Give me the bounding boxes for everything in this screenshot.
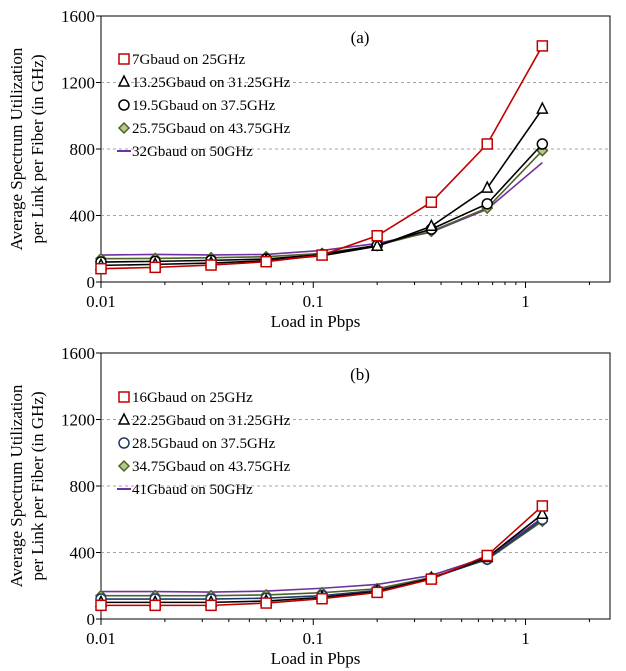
y-tick-label: 400: [70, 207, 96, 226]
legend-item: 32Gbaud on 50GHz: [117, 144, 253, 160]
legend-label: 34.75Gbaud on 43.75GHz: [132, 459, 291, 475]
data-point: [316, 249, 328, 261]
data-point: [481, 138, 493, 150]
y-axis-label-line1: Average Spectrum Utilization: [7, 384, 26, 587]
y-tick-label: 1200: [61, 411, 95, 430]
data-point: [481, 549, 493, 562]
data-point: [536, 40, 549, 52]
legend-item: 16Gbaud on 25GHz: [118, 390, 253, 406]
legend-label: 13.25Gbaud on 31.25GHz: [132, 75, 291, 91]
y-tick-label: 1200: [61, 74, 95, 93]
series-line: [100, 143, 543, 263]
legend-label: 25.75Gbaud on 43.75GHz: [132, 121, 291, 137]
legend-swatch: [118, 391, 130, 403]
y-tick-label: 0: [87, 273, 96, 292]
data-point: [95, 599, 107, 612]
y-tick-label: 800: [70, 140, 96, 159]
data-point: [425, 196, 438, 208]
series-1: [95, 40, 549, 275]
legend-label: 32Gbaud on 50GHz: [132, 144, 253, 160]
panel-label: (a): [351, 28, 370, 47]
y-tick-label: 800: [70, 477, 96, 496]
x-tick-label: 0.1: [303, 292, 324, 311]
legend-item: 22.25Gbaud on 31.25GHz: [117, 412, 291, 429]
x-tick-label: 0.01: [86, 292, 116, 311]
x-tick-label: 1: [521, 629, 530, 648]
data-point: [481, 198, 493, 210]
y-tick-label: 1600: [61, 344, 95, 363]
data-point: [371, 586, 383, 599]
legend-label: 28.5Gbaud on 37.5GHz: [132, 436, 276, 452]
x-axis-label: Load in Pbps: [271, 649, 361, 668]
y-tick-label: 400: [70, 544, 96, 563]
legend-item: 13.25Gbaud on 31.25GHz: [117, 74, 291, 91]
legend-label: 16Gbaud on 25GHz: [132, 390, 253, 406]
data-point: [260, 597, 272, 609]
legend-swatch: [118, 99, 130, 111]
x-tick-label: 1: [521, 292, 530, 311]
y-axis-label-line2: per Link per Fiber (in GHz): [28, 54, 47, 243]
legend-swatch: [118, 437, 130, 449]
legend-item: 34.75Gbaud on 43.75GHz: [117, 459, 291, 475]
legend-swatch: [117, 74, 131, 87]
series-1: [95, 500, 549, 612]
legend: 7Gbaud on 25GHz 13.25Gbaud on 31.25GHz 19.…: [117, 52, 291, 160]
data-point: [205, 599, 217, 612]
y-tick-label: 1600: [61, 7, 95, 26]
legend-label: 19.5Gbaud on 37.5GHz: [132, 98, 276, 114]
data-point: [260, 255, 272, 268]
data-point: [536, 101, 549, 114]
legend-label: 22.25Gbaud on 31.25GHz: [132, 413, 291, 429]
data-point: [536, 506, 549, 520]
legend-item: 25.75Gbaud on 43.75GHz: [117, 121, 291, 137]
y-tick-label: 0: [87, 610, 96, 629]
series-4: [94, 144, 549, 265]
legend-item: 41Gbaud on 50GHz: [117, 482, 253, 498]
data-point: [425, 573, 438, 585]
x-axis-label: Load in Pbps: [271, 312, 361, 331]
legend-item: 28.5Gbaud on 37.5GHz: [118, 436, 276, 452]
y-axis-label-line1: Average Spectrum Utilization: [7, 47, 26, 250]
x-tick-label: 0.01: [86, 629, 116, 648]
data-point: [536, 500, 549, 512]
chart-panel-b: 0 400 800 1200 1600 0.01 0.1 1 Load in Pbps Avera…: [7, 344, 611, 668]
legend-item: 19.5Gbaud on 37.5GHz: [118, 98, 276, 114]
legend-swatch: [118, 53, 130, 65]
legend-label: 7Gbaud on 25GHz: [132, 52, 246, 68]
data-point: [425, 218, 438, 232]
data-point: [95, 262, 107, 275]
data-point: [149, 599, 161, 612]
chart-panel-a: 0 400 800 1200 1600 0.01 0.1 1 Load in Pbps Avera…: [7, 7, 611, 331]
data-point: [371, 230, 383, 242]
legend-swatch: [117, 412, 131, 425]
data-point: [149, 261, 161, 274]
data-point: [536, 138, 549, 150]
legend: 16Gbaud on 25GHz 22.25Gbaud on 31.25GHz 28…: [117, 390, 291, 498]
legend-item: 7Gbaud on 25GHz: [118, 52, 246, 68]
series-line: [101, 520, 543, 597]
data-point: [481, 180, 494, 193]
legend-swatch: [117, 459, 131, 473]
y-axis-label-line2: per Link per Fiber (in GHz): [28, 391, 47, 580]
series-line: [101, 517, 543, 593]
data-point: [370, 238, 384, 252]
series-line: [100, 150, 543, 260]
panel-label: (b): [350, 365, 370, 384]
data-point: [316, 592, 328, 605]
data-point: [205, 259, 217, 271]
series-5: [101, 517, 543, 593]
legend-swatch: [117, 121, 131, 135]
legend-label: 41Gbaud on 50GHz: [132, 482, 253, 498]
x-tick-label: 0.1: [303, 629, 324, 648]
